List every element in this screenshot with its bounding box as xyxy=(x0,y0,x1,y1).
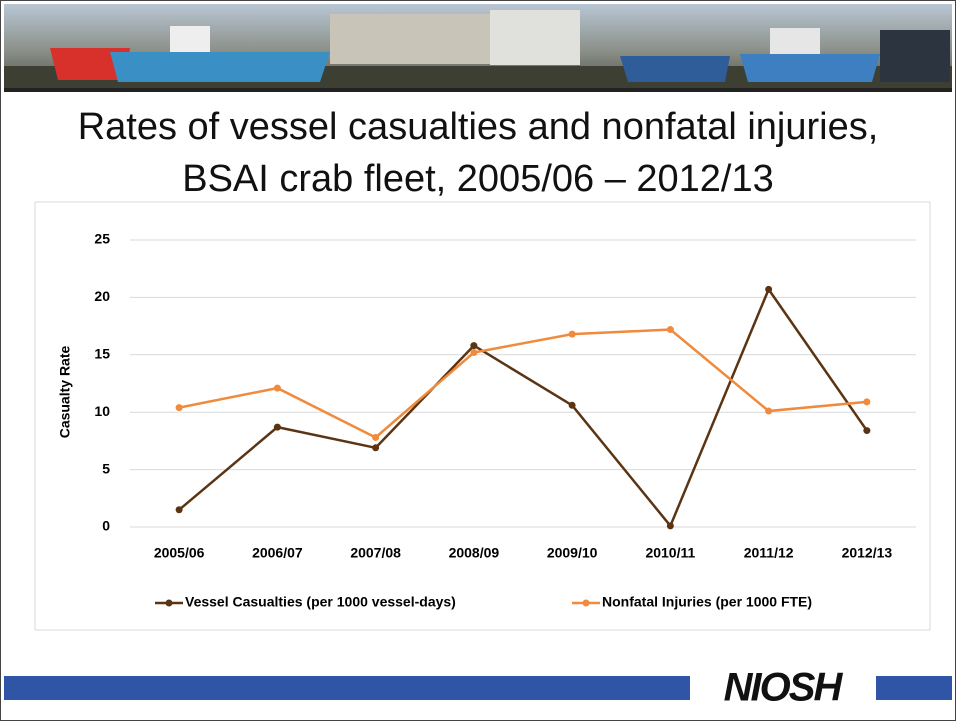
y-tick-label: 20 xyxy=(94,288,110,304)
legend-marker xyxy=(583,600,590,607)
data-point xyxy=(667,326,674,333)
y-axis-label: Casualty Rate xyxy=(57,345,73,438)
data-point xyxy=(274,385,281,392)
title-line: Rates of vessel casualties and nonfatal … xyxy=(78,106,879,148)
data-point xyxy=(372,434,379,441)
x-tick-label: 2009/10 xyxy=(547,545,598,561)
data-point xyxy=(274,424,281,431)
legend-label: Nonfatal Injuries (per 1000 FTE) xyxy=(602,594,812,610)
title-line: BSAI crab fleet, 2005/06 – 2012/13 xyxy=(182,158,774,200)
data-point xyxy=(765,408,772,415)
y-tick-label: 0 xyxy=(102,518,110,534)
data-point xyxy=(569,402,576,409)
legend-label: Vessel Casualties (per 1000 vessel-days) xyxy=(185,594,456,610)
data-point xyxy=(470,349,477,356)
x-tick-label: 2012/13 xyxy=(842,545,893,561)
chart-area xyxy=(35,202,930,630)
data-point xyxy=(765,286,772,293)
x-tick-label: 2011/12 xyxy=(744,545,794,561)
data-point xyxy=(569,331,576,338)
data-point xyxy=(863,398,870,405)
logo: NIOSH xyxy=(724,666,844,710)
x-tick-label: 2007/08 xyxy=(350,545,401,561)
x-tick-label: 2005/06 xyxy=(154,545,205,561)
data-point xyxy=(176,404,183,411)
data-point xyxy=(667,522,674,529)
slide: Rates of vessel casualties and nonfatal … xyxy=(0,0,956,721)
y-tick-label: 15 xyxy=(94,346,110,362)
y-tick-label: 25 xyxy=(94,231,110,247)
legend-marker xyxy=(166,600,173,607)
data-point xyxy=(176,506,183,513)
data-point xyxy=(372,444,379,451)
x-tick-label: 2010/11 xyxy=(645,545,695,561)
x-tick-label: 2006/07 xyxy=(252,545,303,561)
y-tick-label: 5 xyxy=(102,460,110,476)
banner-photo xyxy=(4,4,952,92)
x-tick-label: 2008/09 xyxy=(449,545,500,561)
data-point xyxy=(470,342,477,349)
y-tick-label: 10 xyxy=(94,403,110,419)
data-point xyxy=(863,427,870,434)
